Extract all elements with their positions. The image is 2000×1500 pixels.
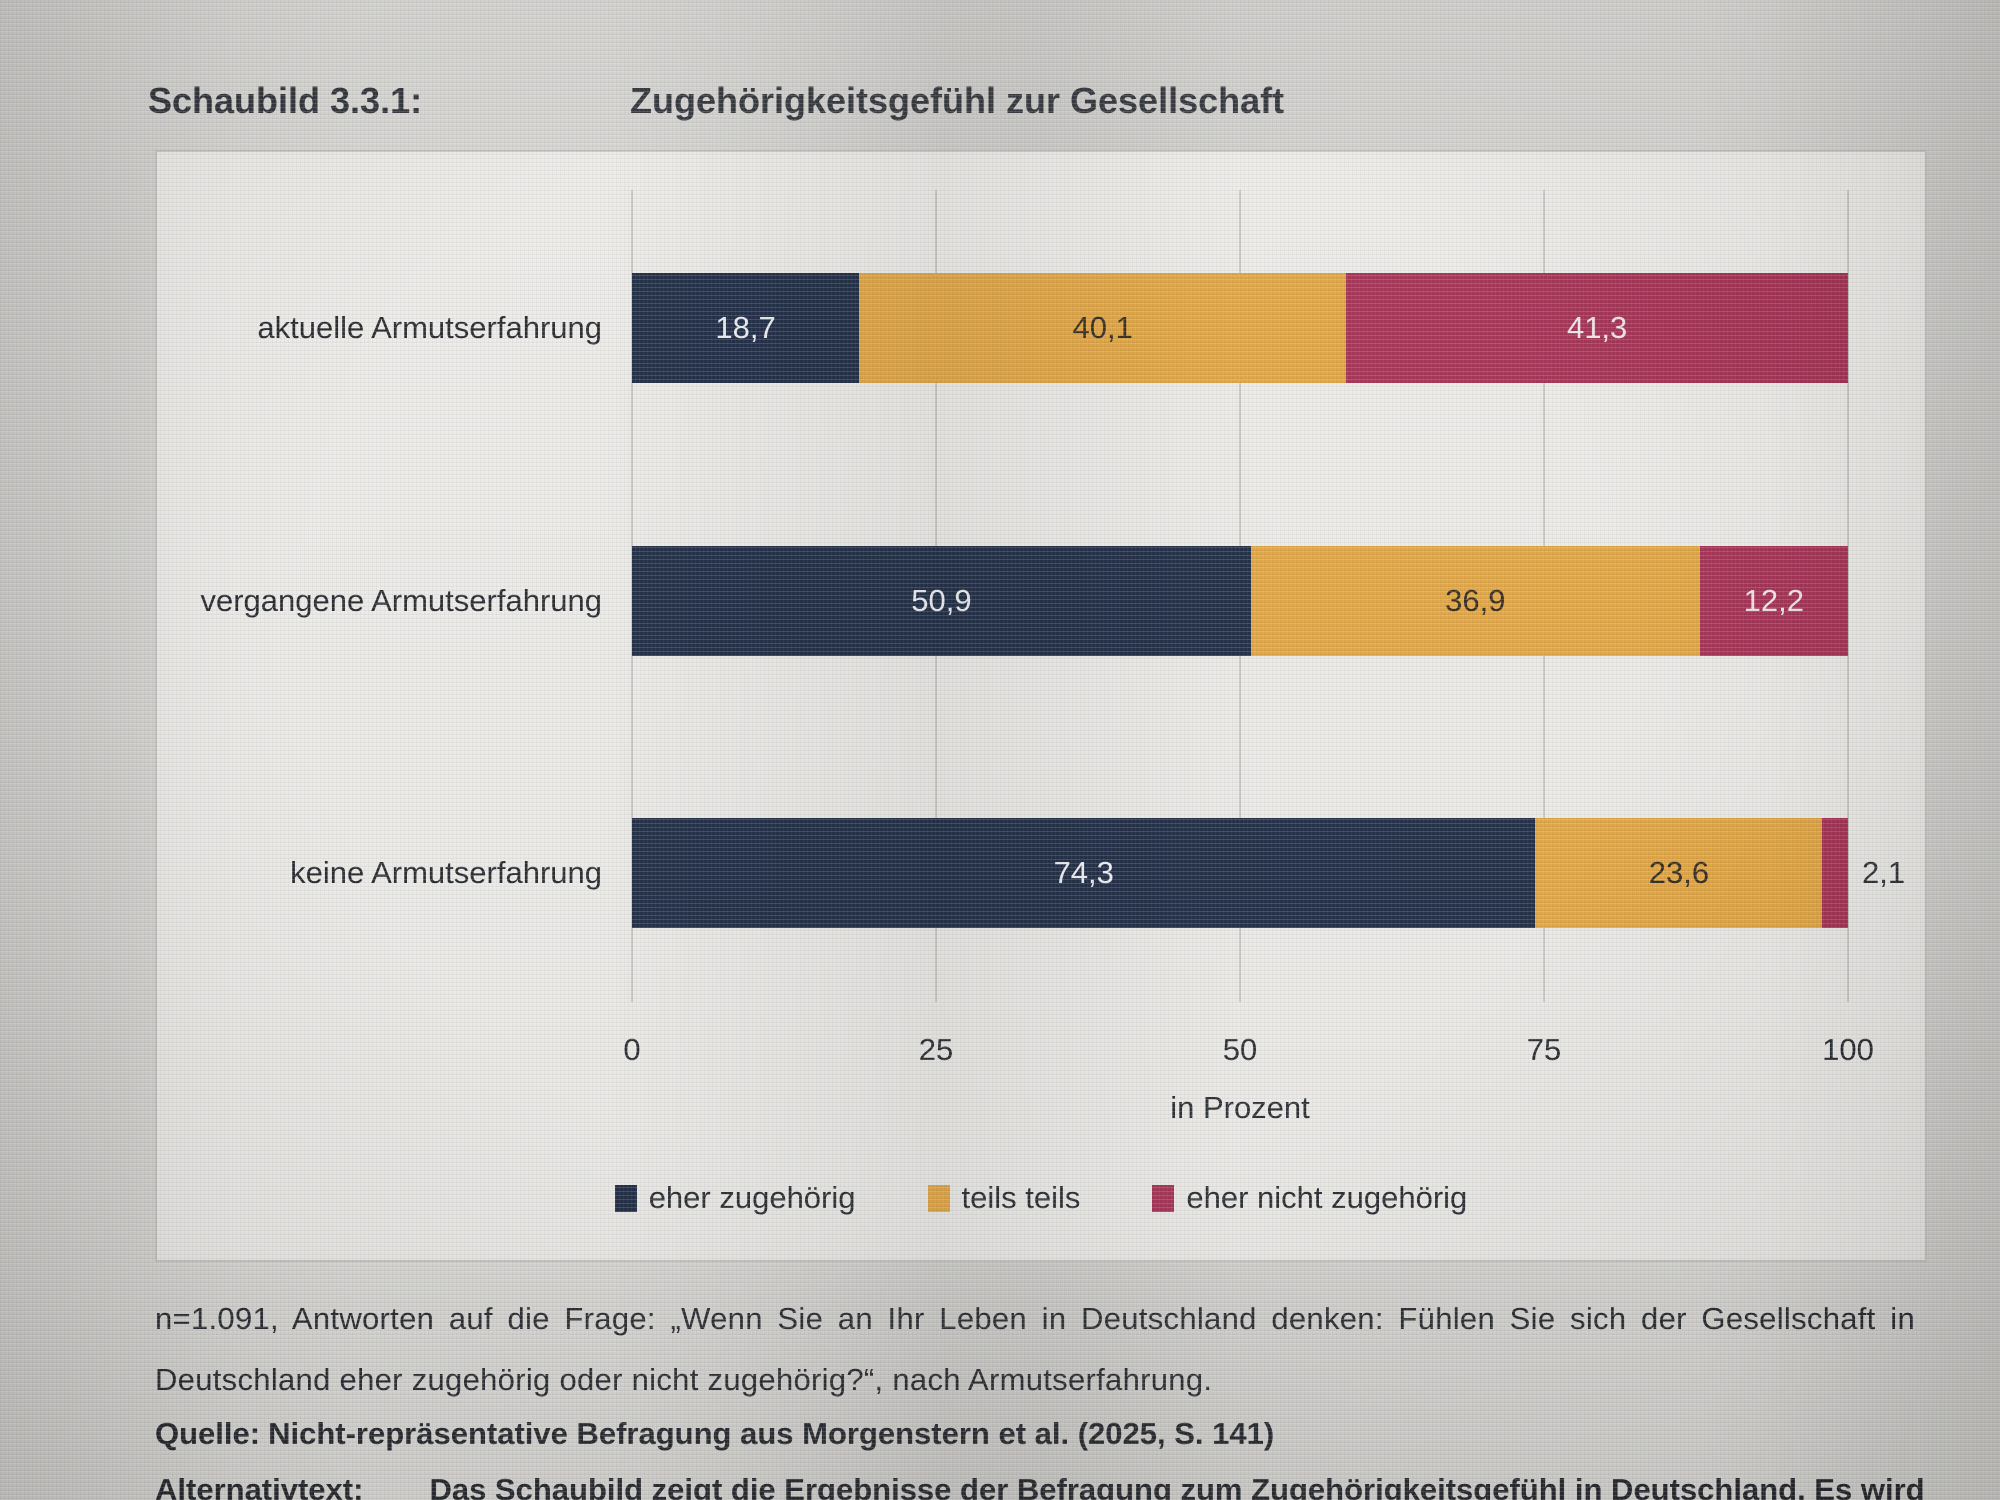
bar-segment: 41,3: [1346, 273, 1848, 383]
legend-item: eher zugehörig: [614, 1180, 856, 1216]
outside-value-label: 2,1: [1862, 855, 1906, 890]
bar-segment: 12,2: [1699, 546, 1848, 656]
segment-value-label: 18,7: [715, 310, 776, 345]
plot-area: 18,7 40,1 41,3 50,9 36,9 12,2 74,3 23,6 2,1: [631, 190, 1905, 1002]
alt-text-line: Alternativtext: Das Schaubild zeigt die E…: [155, 1472, 1925, 1500]
source-text: Nicht-repräsentative Befragung aus Morge…: [268, 1416, 1275, 1451]
x-axis-title: in Prozent: [1170, 1090, 1310, 1125]
segment-value-label: 41,3: [1566, 310, 1628, 345]
chart-panel: aktuelle Armutserfahrung vergangene Armut…: [155, 150, 1927, 1262]
source-line: Quelle: Nicht-repräsentative Befragung au…: [155, 1416, 1274, 1452]
segment-value-label: 12,2: [1743, 583, 1804, 618]
x-tick-label: 25: [918, 1032, 954, 1067]
x-tick-label: 50: [1222, 1032, 1258, 1067]
x-tick-label: 100: [1822, 1032, 1874, 1067]
figure-label: Schaubild 3.3.1:: [148, 80, 423, 121]
legend-item: eher nicht zugehörig: [1152, 1180, 1467, 1216]
legend-swatch: [614, 1184, 637, 1212]
bar-segment: 74,3: [632, 818, 1536, 928]
segment-value-label: 23,6: [1648, 855, 1710, 890]
segment-value-label: 74,3: [1053, 855, 1114, 890]
legend-swatch: [927, 1184, 950, 1212]
gridline: [1847, 190, 1849, 1002]
row-label: aktuelle Armutserfahrung: [257, 310, 602, 345]
bar-row: 18,7 40,1 41,3: [632, 273, 1848, 383]
alt-text-label: Alternativtext:: [155, 1472, 364, 1500]
bar-segment: 50,9: [632, 546, 1251, 656]
segment-value-label: 50,9: [911, 583, 972, 618]
segment-value-label: 36,9: [1445, 583, 1506, 618]
segment-value-label: 40,1: [1072, 310, 1133, 345]
bar-row: 50,9 36,9 12,2: [632, 546, 1848, 656]
legend-label: teils teils: [961, 1180, 1081, 1215]
alt-text: Das Schaubild zeigt die Ergebnisse der B…: [429, 1472, 1925, 1500]
x-tick-label: 0: [623, 1032, 641, 1067]
row-label: keine Armutserfahrung: [290, 855, 602, 890]
sample-note: n=1.091, Antworten auf die Frage: „Wenn …: [155, 1301, 1915, 1397]
legend-label: eher zugehörig: [648, 1180, 856, 1215]
x-axis-ticks: 0 25 50 75 100: [623, 1032, 1873, 1076]
bar-segment: [1822, 818, 1848, 928]
bar-segment: 18,7: [632, 273, 860, 383]
legend-label: eher nicht zugehörig: [1186, 1180, 1468, 1215]
legend: eher zugehörig teils teils eher nicht zuge…: [157, 1180, 1925, 1216]
figure-title: Zugehörigkeitsgefühl zur Gesellschaft: [630, 80, 1285, 121]
bar-segment: 36,9: [1250, 546, 1700, 656]
source-label: Quelle:: [155, 1416, 261, 1451]
bar-segment: 40,1: [859, 273, 1347, 383]
x-tick-label: 75: [1526, 1032, 1562, 1067]
legend-swatch: [1152, 1184, 1175, 1212]
bar-row: 74,3 23,6 2,1: [632, 818, 1905, 928]
legend-item: teils teils: [927, 1180, 1081, 1216]
row-label: vergangene Armutserfahrung: [200, 583, 602, 618]
bar-segment: 23,6: [1535, 818, 1823, 928]
category-labels: aktuelle Armutserfahrung vergangene Armut…: [157, 190, 602, 1002]
